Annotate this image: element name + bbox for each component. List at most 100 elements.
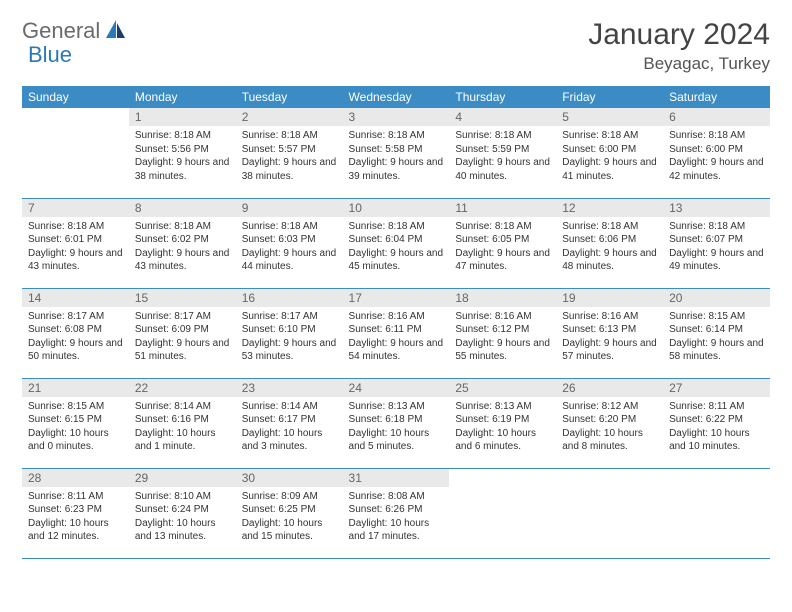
day-number: 5 [556, 108, 663, 126]
weekday-header: Friday [556, 86, 663, 108]
logo: General [22, 18, 129, 44]
day-text: Sunrise: 8:17 AMSunset: 6:10 PMDaylight:… [236, 307, 343, 368]
calendar-cell: 16Sunrise: 8:17 AMSunset: 6:10 PMDayligh… [236, 288, 343, 378]
logo-text-blue: Blue [28, 42, 72, 67]
day-number: 14 [22, 289, 129, 307]
calendar-cell [449, 468, 556, 558]
calendar-row: 14Sunrise: 8:17 AMSunset: 6:08 PMDayligh… [22, 288, 770, 378]
calendar-cell: 26Sunrise: 8:12 AMSunset: 6:20 PMDayligh… [556, 378, 663, 468]
calendar-row: 28Sunrise: 8:11 AMSunset: 6:23 PMDayligh… [22, 468, 770, 558]
calendar-cell [663, 468, 770, 558]
day-number: 22 [129, 379, 236, 397]
day-text: Sunrise: 8:09 AMSunset: 6:25 PMDaylight:… [236, 487, 343, 548]
calendar-body: 1Sunrise: 8:18 AMSunset: 5:56 PMDaylight… [22, 108, 770, 558]
day-text: Sunrise: 8:18 AMSunset: 6:01 PMDaylight:… [22, 217, 129, 278]
day-text: Sunrise: 8:17 AMSunset: 6:09 PMDaylight:… [129, 307, 236, 368]
day-text: Sunrise: 8:14 AMSunset: 6:17 PMDaylight:… [236, 397, 343, 458]
day-number: 3 [343, 108, 450, 126]
day-text: Sunrise: 8:18 AMSunset: 6:00 PMDaylight:… [663, 126, 770, 187]
day-text: Sunrise: 8:16 AMSunset: 6:12 PMDaylight:… [449, 307, 556, 368]
day-number: 20 [663, 289, 770, 307]
calendar-cell: 9Sunrise: 8:18 AMSunset: 6:03 PMDaylight… [236, 198, 343, 288]
day-number: 13 [663, 199, 770, 217]
day-number: 6 [663, 108, 770, 126]
day-number: 27 [663, 379, 770, 397]
day-number: 11 [449, 199, 556, 217]
calendar-cell [22, 108, 129, 198]
day-text: Sunrise: 8:13 AMSunset: 6:18 PMDaylight:… [343, 397, 450, 458]
day-number: 17 [343, 289, 450, 307]
day-number: 18 [449, 289, 556, 307]
weekday-header: Wednesday [343, 86, 450, 108]
day-number: 7 [22, 199, 129, 217]
day-number: 24 [343, 379, 450, 397]
day-text: Sunrise: 8:18 AMSunset: 5:58 PMDaylight:… [343, 126, 450, 187]
page-title: January 2024 [588, 18, 770, 52]
calendar-cell: 11Sunrise: 8:18 AMSunset: 6:05 PMDayligh… [449, 198, 556, 288]
day-number: 9 [236, 199, 343, 217]
day-text: Sunrise: 8:18 AMSunset: 6:02 PMDaylight:… [129, 217, 236, 278]
calendar-cell: 5Sunrise: 8:18 AMSunset: 6:00 PMDaylight… [556, 108, 663, 198]
day-text: Sunrise: 8:18 AMSunset: 6:07 PMDaylight:… [663, 217, 770, 278]
day-text: Sunrise: 8:18 AMSunset: 6:00 PMDaylight:… [556, 126, 663, 187]
calendar-cell: 20Sunrise: 8:15 AMSunset: 6:14 PMDayligh… [663, 288, 770, 378]
calendar-row: 1Sunrise: 8:18 AMSunset: 5:56 PMDaylight… [22, 108, 770, 198]
day-text: Sunrise: 8:11 AMSunset: 6:22 PMDaylight:… [663, 397, 770, 458]
day-number: 2 [236, 108, 343, 126]
day-text: Sunrise: 8:12 AMSunset: 6:20 PMDaylight:… [556, 397, 663, 458]
header: General January 2024 Beyagac, Turkey [22, 18, 770, 74]
calendar-cell: 3Sunrise: 8:18 AMSunset: 5:58 PMDaylight… [343, 108, 450, 198]
calendar-cell: 15Sunrise: 8:17 AMSunset: 6:09 PMDayligh… [129, 288, 236, 378]
day-number: 16 [236, 289, 343, 307]
calendar-cell: 7Sunrise: 8:18 AMSunset: 6:01 PMDaylight… [22, 198, 129, 288]
weekday-header: Tuesday [236, 86, 343, 108]
day-text: Sunrise: 8:08 AMSunset: 6:26 PMDaylight:… [343, 487, 450, 548]
day-number [449, 469, 556, 487]
calendar-head: SundayMondayTuesdayWednesdayThursdayFrid… [22, 86, 770, 108]
weekday-header: Monday [129, 86, 236, 108]
day-text: Sunrise: 8:15 AMSunset: 6:15 PMDaylight:… [22, 397, 129, 458]
day-number: 21 [22, 379, 129, 397]
title-block: January 2024 Beyagac, Turkey [588, 18, 770, 74]
day-number: 30 [236, 469, 343, 487]
day-text: Sunrise: 8:18 AMSunset: 6:03 PMDaylight:… [236, 217, 343, 278]
calendar-cell: 27Sunrise: 8:11 AMSunset: 6:22 PMDayligh… [663, 378, 770, 468]
day-text: Sunrise: 8:13 AMSunset: 6:19 PMDaylight:… [449, 397, 556, 458]
calendar-cell: 22Sunrise: 8:14 AMSunset: 6:16 PMDayligh… [129, 378, 236, 468]
calendar-cell: 1Sunrise: 8:18 AMSunset: 5:56 PMDaylight… [129, 108, 236, 198]
weekday-header: Sunday [22, 86, 129, 108]
day-text: Sunrise: 8:18 AMSunset: 5:57 PMDaylight:… [236, 126, 343, 187]
calendar-cell: 4Sunrise: 8:18 AMSunset: 5:59 PMDaylight… [449, 108, 556, 198]
day-number: 23 [236, 379, 343, 397]
day-number [663, 469, 770, 487]
logo-line2: Blue [28, 42, 72, 68]
day-number: 19 [556, 289, 663, 307]
calendar-cell: 18Sunrise: 8:16 AMSunset: 6:12 PMDayligh… [449, 288, 556, 378]
calendar-cell: 29Sunrise: 8:10 AMSunset: 6:24 PMDayligh… [129, 468, 236, 558]
calendar-cell: 17Sunrise: 8:16 AMSunset: 6:11 PMDayligh… [343, 288, 450, 378]
calendar-cell: 10Sunrise: 8:18 AMSunset: 6:04 PMDayligh… [343, 198, 450, 288]
day-number [556, 469, 663, 487]
day-text: Sunrise: 8:18 AMSunset: 5:56 PMDaylight:… [129, 126, 236, 187]
calendar-cell: 2Sunrise: 8:18 AMSunset: 5:57 PMDaylight… [236, 108, 343, 198]
logo-text-general: General [22, 18, 100, 44]
calendar-cell: 28Sunrise: 8:11 AMSunset: 6:23 PMDayligh… [22, 468, 129, 558]
day-text: Sunrise: 8:11 AMSunset: 6:23 PMDaylight:… [22, 487, 129, 548]
day-number: 26 [556, 379, 663, 397]
calendar-cell: 21Sunrise: 8:15 AMSunset: 6:15 PMDayligh… [22, 378, 129, 468]
calendar-cell: 24Sunrise: 8:13 AMSunset: 6:18 PMDayligh… [343, 378, 450, 468]
calendar-row: 7Sunrise: 8:18 AMSunset: 6:01 PMDaylight… [22, 198, 770, 288]
day-number: 25 [449, 379, 556, 397]
location-subtitle: Beyagac, Turkey [588, 54, 770, 74]
weekday-header: Saturday [663, 86, 770, 108]
calendar-cell: 12Sunrise: 8:18 AMSunset: 6:06 PMDayligh… [556, 198, 663, 288]
day-number: 1 [129, 108, 236, 126]
calendar-table: SundayMondayTuesdayWednesdayThursdayFrid… [22, 86, 770, 559]
calendar-cell: 14Sunrise: 8:17 AMSunset: 6:08 PMDayligh… [22, 288, 129, 378]
logo-sail-icon [105, 19, 127, 44]
day-number: 29 [129, 469, 236, 487]
calendar-cell: 30Sunrise: 8:09 AMSunset: 6:25 PMDayligh… [236, 468, 343, 558]
calendar-row: 21Sunrise: 8:15 AMSunset: 6:15 PMDayligh… [22, 378, 770, 468]
day-number: 8 [129, 199, 236, 217]
day-text: Sunrise: 8:18 AMSunset: 6:05 PMDaylight:… [449, 217, 556, 278]
